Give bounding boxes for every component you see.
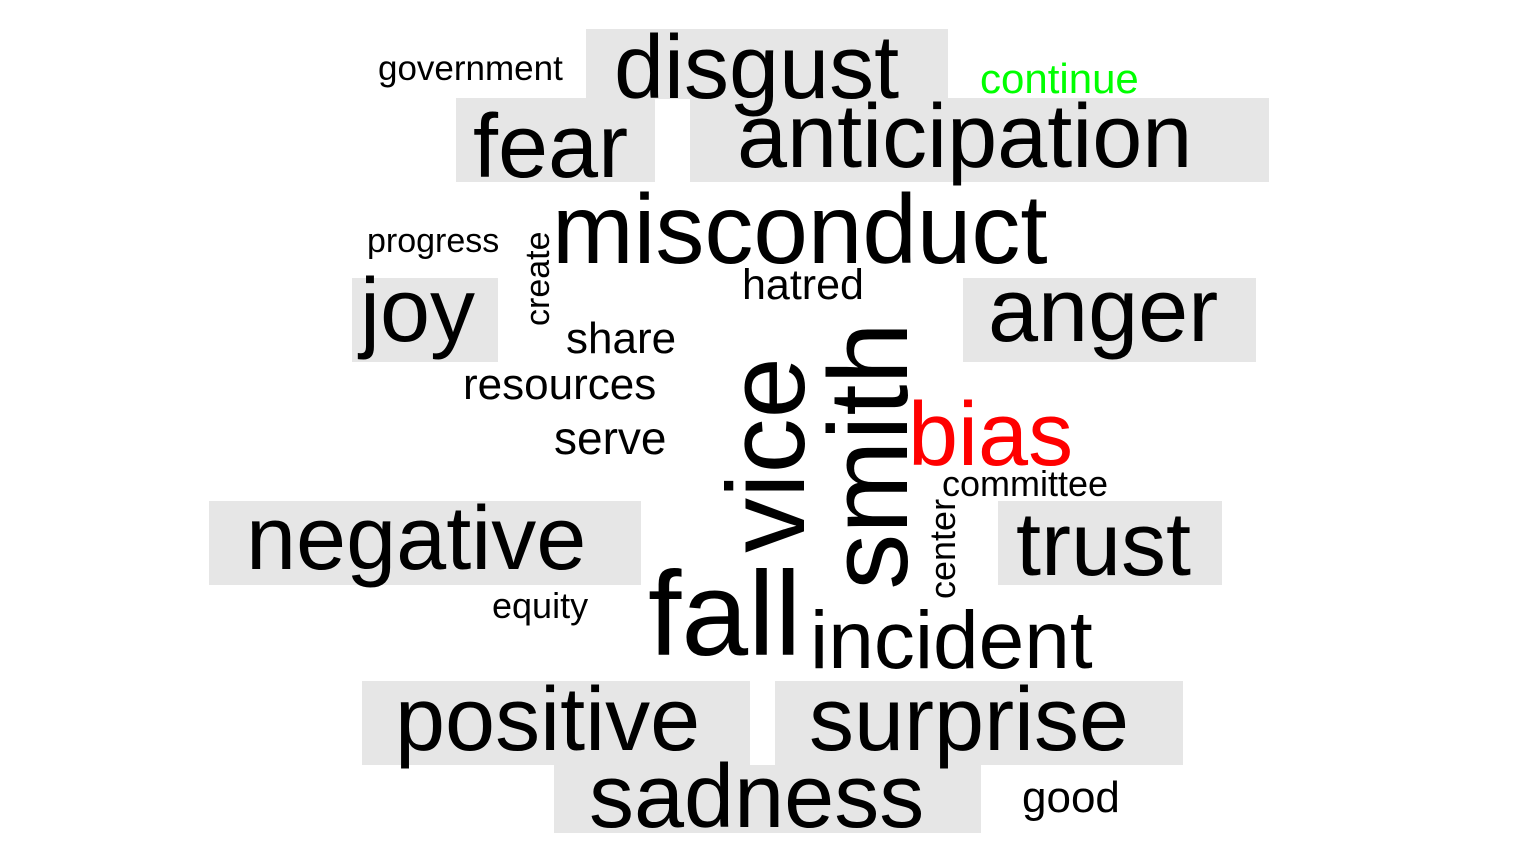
highlight-box-joy: [352, 278, 498, 362]
word-joy: joy: [360, 261, 476, 361]
word-government: government: [378, 49, 563, 88]
word-fall: fall: [648, 547, 802, 681]
word-progress: progress: [367, 222, 500, 260]
highlight-box-trust: [998, 501, 1222, 585]
word-disgust: disgust: [614, 18, 900, 118]
word-misconduct: misconduct: [552, 174, 1048, 284]
word-hatred: hatred: [742, 261, 864, 309]
word-serve: serve: [554, 412, 667, 464]
word-surprise: surprise: [809, 670, 1130, 770]
word-negative: negative: [246, 489, 587, 589]
word-incident: incident: [810, 595, 1093, 686]
word-create: create: [519, 231, 557, 327]
word-equity: equity: [492, 585, 589, 626]
highlight-box-surprise: [775, 681, 1183, 765]
word-resources: resources: [463, 360, 657, 409]
highlight-box-fear: [456, 98, 655, 182]
word-center: center: [922, 498, 963, 599]
word-trust: trust: [1016, 495, 1192, 595]
highlight-box-disgust: [586, 29, 948, 99]
word-anticipation: anticipation: [737, 87, 1193, 187]
highlight-box-negative: [209, 501, 641, 585]
word-continue: continue: [980, 55, 1139, 102]
word-anger: anger: [988, 261, 1219, 361]
highlight-box-anger: [963, 278, 1256, 362]
word-share: share: [566, 314, 677, 363]
word-bias: bias: [908, 385, 1074, 485]
highlight-box-positive: [362, 681, 750, 765]
word-committee: committee: [942, 463, 1109, 504]
word-sadness: sadness: [589, 747, 925, 847]
word-positive: positive: [395, 670, 701, 770]
word-good: good: [1022, 773, 1120, 822]
word-fear: fear: [473, 97, 629, 197]
highlight-box-anticipation: [690, 98, 1269, 182]
highlight-box-sadness: [554, 765, 981, 833]
